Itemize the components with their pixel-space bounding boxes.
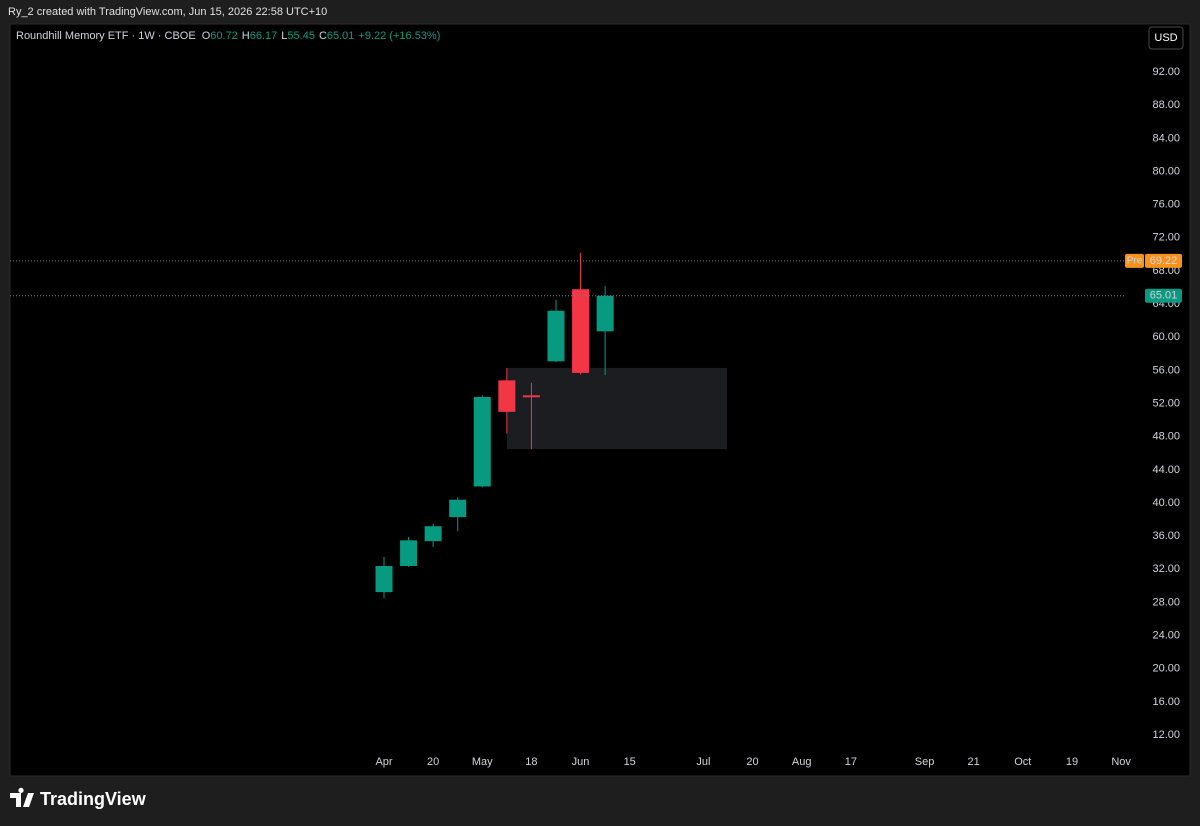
brand-logo[interactable]: TradingView	[10, 787, 147, 809]
readout-change: +9.22 (+16.53%)	[358, 30, 440, 42]
x-tick-label: Aug	[792, 756, 812, 768]
y-tick-label: 24.00	[1152, 630, 1180, 642]
y-tick-label: 92.00	[1152, 66, 1180, 78]
y-tick-label: 80.00	[1152, 165, 1180, 177]
currency-button[interactable]: USD	[1148, 26, 1184, 50]
currency-button-box[interactable]	[1148, 26, 1184, 50]
readout-label: H	[242, 30, 250, 42]
y-tick-label: 88.00	[1152, 99, 1180, 111]
candle-body	[473, 396, 491, 487]
candle-body	[449, 499, 467, 518]
candle-body	[400, 540, 418, 567]
x-tick-label: Sep	[915, 756, 935, 768]
x-tick-label: 17	[845, 756, 857, 768]
y-tick-label: 12.00	[1152, 729, 1180, 741]
x-tick-label: Jul	[696, 756, 710, 768]
candle-body	[424, 526, 442, 542]
candle-body	[522, 395, 540, 398]
readout-label: C	[319, 30, 327, 42]
price-tag	[1145, 253, 1182, 268]
candle-body	[596, 295, 614, 332]
brand-icon[interactable]	[10, 787, 34, 807]
x-tick-label: Jun	[572, 756, 590, 768]
y-tick-label: 48.00	[1152, 431, 1180, 443]
y-tick-label: 20.00	[1152, 663, 1180, 675]
price-tag-badge-label: Pre	[1127, 256, 1143, 267]
price-tag-label: 65.01	[1150, 290, 1178, 302]
readout-value: 66.17	[250, 30, 278, 42]
readout-label: O	[202, 30, 211, 42]
x-tick-label: May	[472, 756, 493, 768]
x-tick-label: Oct	[1014, 756, 1031, 768]
candle-body	[375, 566, 393, 593]
readout-value: 65.01	[327, 30, 355, 42]
chart-header: Roundhill Memory ETF · 1W · CBOE O60.72 H6…	[16, 30, 440, 42]
y-tick-label: 44.00	[1152, 464, 1180, 476]
price-tag-label: 69.22	[1150, 255, 1178, 267]
y-tick-label: 68.00	[1152, 265, 1180, 277]
readout-value: 60.72	[210, 30, 238, 42]
zone-box	[507, 367, 727, 450]
x-tick-label: 20	[746, 756, 758, 768]
currency-label[interactable]: USD	[1154, 32, 1177, 44]
symbol-title: Roundhill Memory ETF · 1W · CBOE	[16, 30, 196, 42]
x-tick-label: 19	[1066, 756, 1078, 768]
x-tick-label: 21	[968, 756, 980, 768]
x-tick-label: Nov	[1111, 756, 1131, 768]
price-tag-badge	[1125, 253, 1144, 268]
y-tick-label: 72.00	[1152, 232, 1180, 244]
x-tick-label: 15	[624, 756, 636, 768]
candle-body	[547, 310, 565, 362]
y-tick-label: 56.00	[1152, 364, 1180, 376]
y-tick-label: 36.00	[1152, 530, 1180, 542]
y-tick-label: 52.00	[1152, 397, 1180, 409]
y-tick-label: 76.00	[1152, 199, 1180, 211]
price-tag	[1145, 288, 1182, 303]
top-bar-text: Ry_2 created with TradingView.com, Jun 1…	[8, 6, 327, 18]
y-tick-label: 16.00	[1152, 696, 1180, 708]
x-tick-label: 20	[427, 756, 439, 768]
readout-label: L	[281, 30, 287, 42]
brand-name[interactable]: TradingView	[40, 789, 147, 809]
candle-body	[572, 289, 590, 373]
readout-value: 55.45	[287, 30, 315, 42]
y-tick-label: 28.00	[1152, 596, 1180, 608]
x-tick-label: Apr	[375, 756, 392, 768]
y-tick-label: 32.00	[1152, 563, 1180, 575]
y-tick-label: 84.00	[1152, 132, 1180, 144]
y-tick-label: 60.00	[1152, 331, 1180, 343]
candle-body	[498, 380, 516, 412]
y-tick-label: 40.00	[1152, 497, 1180, 509]
x-tick-label: 18	[525, 756, 537, 768]
